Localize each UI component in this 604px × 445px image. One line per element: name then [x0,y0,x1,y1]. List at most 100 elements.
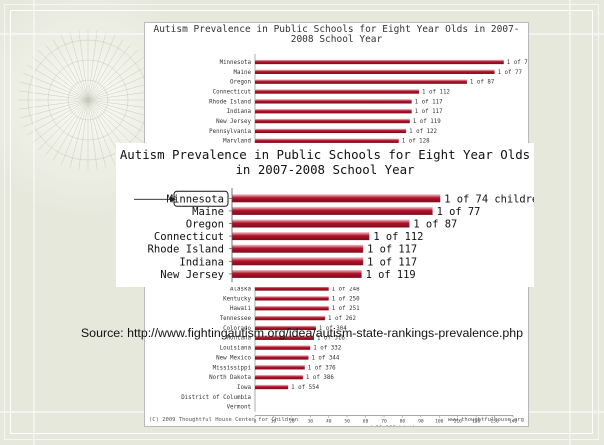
zoomed-chart-title: Autism Prevalence in Public Schools for … [119,147,531,177]
original-category-label: District of Columbia [181,395,251,401]
zoom-category-label: Indiana [179,256,224,268]
zoomed-chart-callout: Autism Prevalence in Public Schools for … [116,143,534,287]
zoom-data-label: 1 of 77 [437,206,481,218]
original-bar [255,374,303,380]
highlight-arrowhead-icon [170,196,176,203]
original-bar [255,59,504,65]
original-x-tick-label: 40 [326,419,332,425]
original-data-label: 1 of 77 [498,70,523,76]
original-data-label: 1 of 251 [332,306,360,312]
original-category-label: Mississippi [213,365,252,371]
original-data-label: 1 of 117 [415,109,443,115]
original-data-label: 1 of 74 children [507,60,529,66]
original-category-label: Kentucky [223,296,251,302]
original-data-label: 1 of 112 [422,89,450,95]
original-x-tick-label: 70 [381,419,387,425]
original-x-tick-label: 140 [509,419,518,425]
zoom-bar [232,244,364,253]
original-category-label: Oregon [230,80,251,86]
original-x-tick-label: 90 [418,419,424,425]
original-x-tick-label: 10 [271,419,277,425]
zoom-bar [232,194,441,203]
original-x-tick-label: 110 [454,419,463,425]
slide-inner-border [4,4,599,440]
original-data-label: 1 of 117 [415,99,443,105]
zoom-category-label: New Jersey [160,269,224,281]
original-category-label: North Dakota [209,375,251,381]
original-x-tick-label: 100 [435,419,444,425]
zoom-data-label: 1 of 112 [373,231,423,243]
original-x-tick-label: 30 [308,419,314,425]
original-category-label: New Jersey [216,119,251,125]
zoom-data-label: 1 of 87 [413,219,457,231]
original-x-tick-label: 0 [254,419,257,425]
original-category-label: Iowa [237,385,251,391]
original-bar [255,296,329,301]
zoom-bar [232,257,364,266]
zoom-data-label: 1 of 117 [367,256,417,268]
original-data-label: 1 of 554 [291,385,319,391]
original-category-label: Maryland [223,139,251,145]
credit-right: www.thoughtfulhouse.org [447,417,524,423]
original-category-label: Hawaii [230,306,251,312]
credit-left: (C) 2009 Thoughtful House Center for Chi… [149,417,299,423]
original-category-label: Vermont [227,405,251,411]
source-citation: Source: http://www.fightingautism.org/id… [0,326,604,340]
zoom-data-label: 1 of 117 [367,244,417,256]
original-category-label: Rhode Island [209,99,251,105]
original-bar [255,315,326,321]
zoom-category-label: Oregon [186,219,224,231]
original-bar [255,335,314,340]
zoom-bar [232,206,433,215]
original-data-label: 1 of 250 [332,296,360,302]
original-bar [255,365,305,370]
zoom-category-label: Connecticut [154,231,224,243]
original-bar [255,99,412,104]
original-bar [255,305,329,311]
original-category-label: Minnesota [220,60,251,66]
original-data-label: 1 of 119 [413,119,441,125]
original-bar [255,118,410,124]
original-bar [255,79,467,84]
original-data-label: 1 of 316 [317,336,345,342]
zoom-category-label: Rhode Island [147,244,224,256]
zoom-category-label: Minnesota [167,193,224,205]
original-x-tick-label: 50 [344,419,350,425]
original-data-label: 1 of 332 [313,346,341,352]
original-category-label: Tennessee [220,316,252,322]
original-x-tick-label: 20 [289,419,295,425]
zoom-bar [232,219,410,228]
original-category-label: Indiana [227,109,251,115]
original-data-label: 1 of 128 [402,139,430,145]
original-category-label: Connecticut [213,89,251,95]
original-category-label: Maine [234,70,252,76]
original-x-axis-label: cases / 10,000 births [349,426,420,427]
source-text: Source: http://www.fightingautism.org/id… [80,326,524,340]
original-data-label: 1 of 87 [470,80,495,86]
original-data-label: 1 of 122 [409,129,437,135]
original-data-label: 1 of 376 [308,365,336,371]
original-category-label: Colorado [223,326,251,332]
original-category-label: Pennsylvania [209,129,251,135]
original-bar [255,325,316,331]
original-bar [255,286,329,291]
original-chart-footer: (C) 2009 Thoughtful House Center for Chi… [149,417,524,423]
original-bar [255,384,289,390]
zoom-data-label: 1 of 119 [366,269,416,281]
original-bar [255,138,399,143]
original-category-label: Montana [227,336,251,342]
original-category-label: Alaska [230,286,251,292]
original-data-label: 1 of 304 [319,326,347,332]
original-category-label: New Mexico [216,355,251,361]
zoom-bar [232,232,370,241]
original-data-label: 1 of 386 [306,375,334,381]
original-x-tick-label: 60 [363,419,369,425]
zoom-category-label: Maine [192,206,224,218]
zoom-data-label: 1 of 74 children [444,193,534,205]
original-category-label: Louisiana [220,346,251,352]
original-chart-title: Autism Prevalence in Public Schools for … [153,24,520,45]
original-bar [255,108,412,114]
original-bar [255,89,420,94]
original-x-tick-label: 120 [472,419,481,425]
original-bar [255,69,495,74]
